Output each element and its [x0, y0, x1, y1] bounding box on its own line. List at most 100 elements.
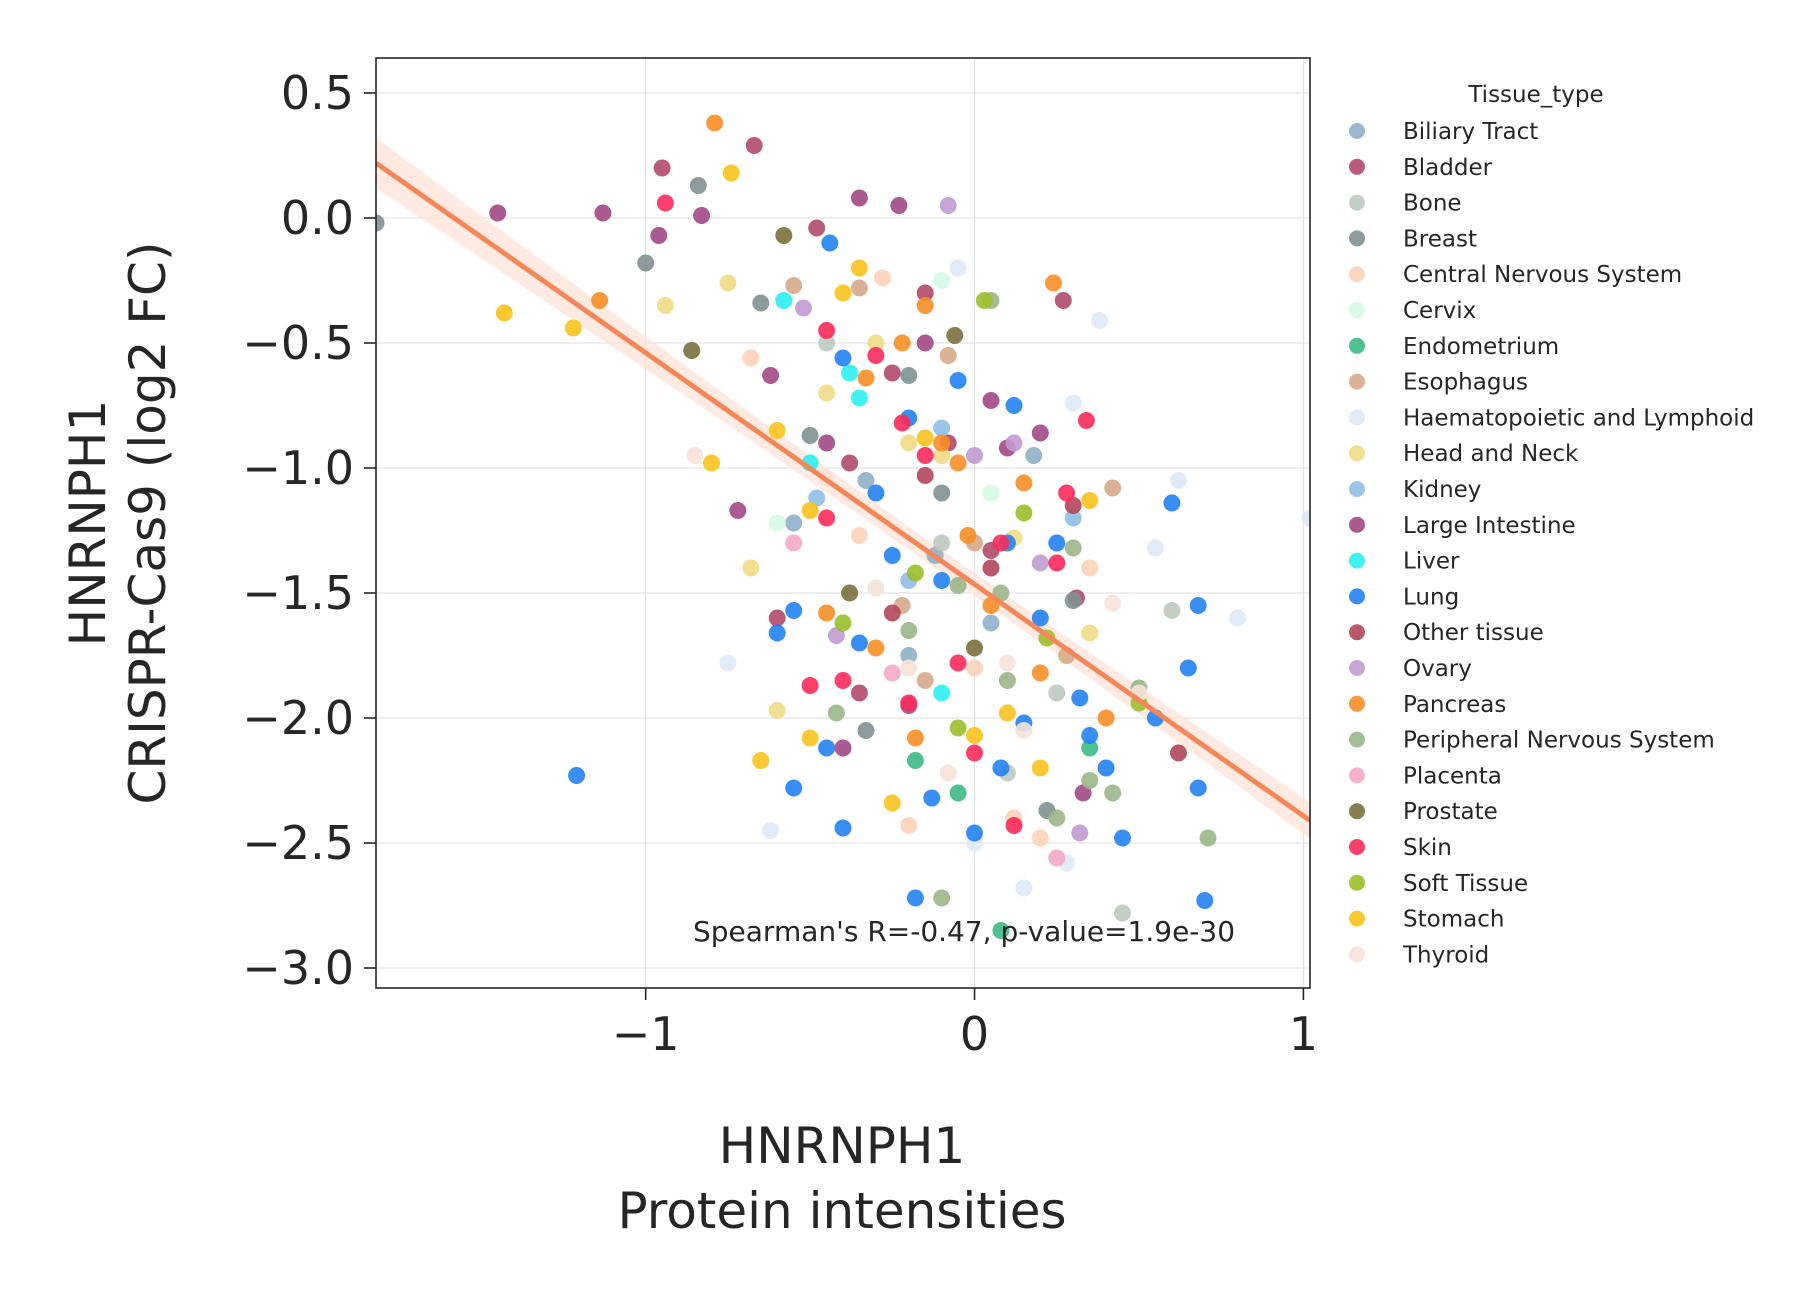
data-point [966, 659, 983, 677]
legend-label: Kidney [1403, 477, 1481, 503]
data-point [850, 634, 868, 652]
data-point [785, 514, 803, 532]
data-point [916, 334, 934, 352]
legend-marker [1349, 839, 1365, 855]
data-point [827, 704, 845, 722]
data-point [1081, 727, 1099, 744]
data-point [949, 259, 967, 277]
legend-label: Haematopoietic and Lymphoid [1403, 405, 1754, 431]
data-point [1114, 904, 1131, 922]
data-point [998, 654, 1016, 672]
data-point [706, 114, 724, 132]
data-point [818, 509, 836, 527]
data-point [992, 534, 1010, 552]
data-point [857, 722, 875, 739]
data-point [801, 729, 819, 747]
legend-marker [1349, 588, 1365, 605]
data-point [933, 447, 951, 464]
data-point [982, 392, 1000, 409]
data-point [906, 889, 924, 907]
legend-label: Head and Neck [1403, 441, 1579, 467]
legend-label: Cervix [1403, 298, 1476, 324]
legend-label: Skin [1403, 835, 1452, 861]
data-point [1005, 397, 1023, 414]
y-tick-label: −2.5 [242, 816, 354, 870]
data-point [916, 297, 934, 314]
data-point [1163, 602, 1181, 619]
legend-label: Placenta [1403, 763, 1502, 789]
data-point [1064, 497, 1082, 514]
legend-label: Peripheral Nervous System [1403, 728, 1715, 754]
data-point [768, 609, 786, 627]
legend: Tissue_type Biliary Tract Bladder Bone Brea… [1349, 82, 1754, 968]
data-point [1163, 494, 1181, 512]
data-point [841, 584, 859, 602]
legend-label: Liver [1403, 549, 1460, 575]
data-point [939, 764, 957, 782]
data-point [693, 207, 711, 224]
data-point [1104, 594, 1122, 612]
legend-marker [1349, 266, 1365, 283]
data-point [1015, 722, 1033, 739]
legend-marker [1349, 123, 1365, 139]
data-point [916, 447, 934, 464]
data-point [933, 889, 951, 907]
data-point [850, 527, 868, 544]
data-point [900, 694, 918, 712]
data-point [883, 547, 901, 564]
data-point [900, 817, 918, 834]
data-point [1064, 394, 1082, 412]
x-tick-label: −1 [612, 1007, 680, 1061]
data-point [1048, 809, 1066, 827]
data-point [867, 334, 885, 352]
legend-marker [1349, 230, 1365, 247]
legend-marker [1349, 337, 1365, 354]
data-point [1005, 817, 1023, 834]
regression-band [376, 137, 1310, 839]
data-point [489, 204, 507, 222]
legend-label: Esophagus [1403, 370, 1528, 396]
data-point [916, 429, 934, 447]
data-point [857, 369, 875, 387]
data-point [827, 627, 845, 644]
legend-label: Biliary Tract [1403, 119, 1538, 145]
data-point [808, 489, 826, 507]
data-point [722, 164, 740, 182]
data-point [1015, 504, 1033, 522]
legend-label: Other tissue [1403, 620, 1544, 646]
data-point [775, 227, 793, 244]
legend-label: Prostate [1403, 799, 1498, 825]
data-point [762, 367, 780, 384]
legend-marker [1349, 803, 1365, 820]
data-point [768, 624, 786, 642]
data-point [1071, 689, 1089, 707]
data-point [650, 227, 668, 244]
data-point [966, 447, 983, 464]
data-point [841, 454, 859, 472]
data-point [785, 779, 803, 797]
data-point [742, 349, 760, 367]
data-point [850, 684, 868, 702]
data-point [656, 194, 674, 212]
data-point [785, 277, 803, 294]
data-point [1025, 447, 1043, 464]
legend-label: Ovary [1403, 656, 1472, 682]
legend-label: Central Nervous System [1403, 262, 1682, 288]
data-point [883, 364, 901, 382]
data-point [949, 719, 967, 737]
legend-marker [1349, 660, 1365, 676]
data-point [801, 427, 819, 444]
data-point [949, 784, 967, 802]
data-point [933, 684, 951, 702]
data-point [1189, 597, 1207, 614]
y-tick-label: −1.5 [242, 566, 354, 620]
y-axis-label-line2: CRISPR-Cas9 (log2 FC) [119, 242, 177, 805]
y-tick-label: −0.5 [242, 316, 354, 370]
legend-marker [1349, 373, 1365, 390]
data-point [900, 367, 918, 384]
legend-marker [1349, 731, 1365, 748]
data-point [1081, 739, 1099, 757]
x-axis-label-line1: HNRNPH1 [719, 1117, 966, 1175]
data-point [1077, 412, 1095, 429]
